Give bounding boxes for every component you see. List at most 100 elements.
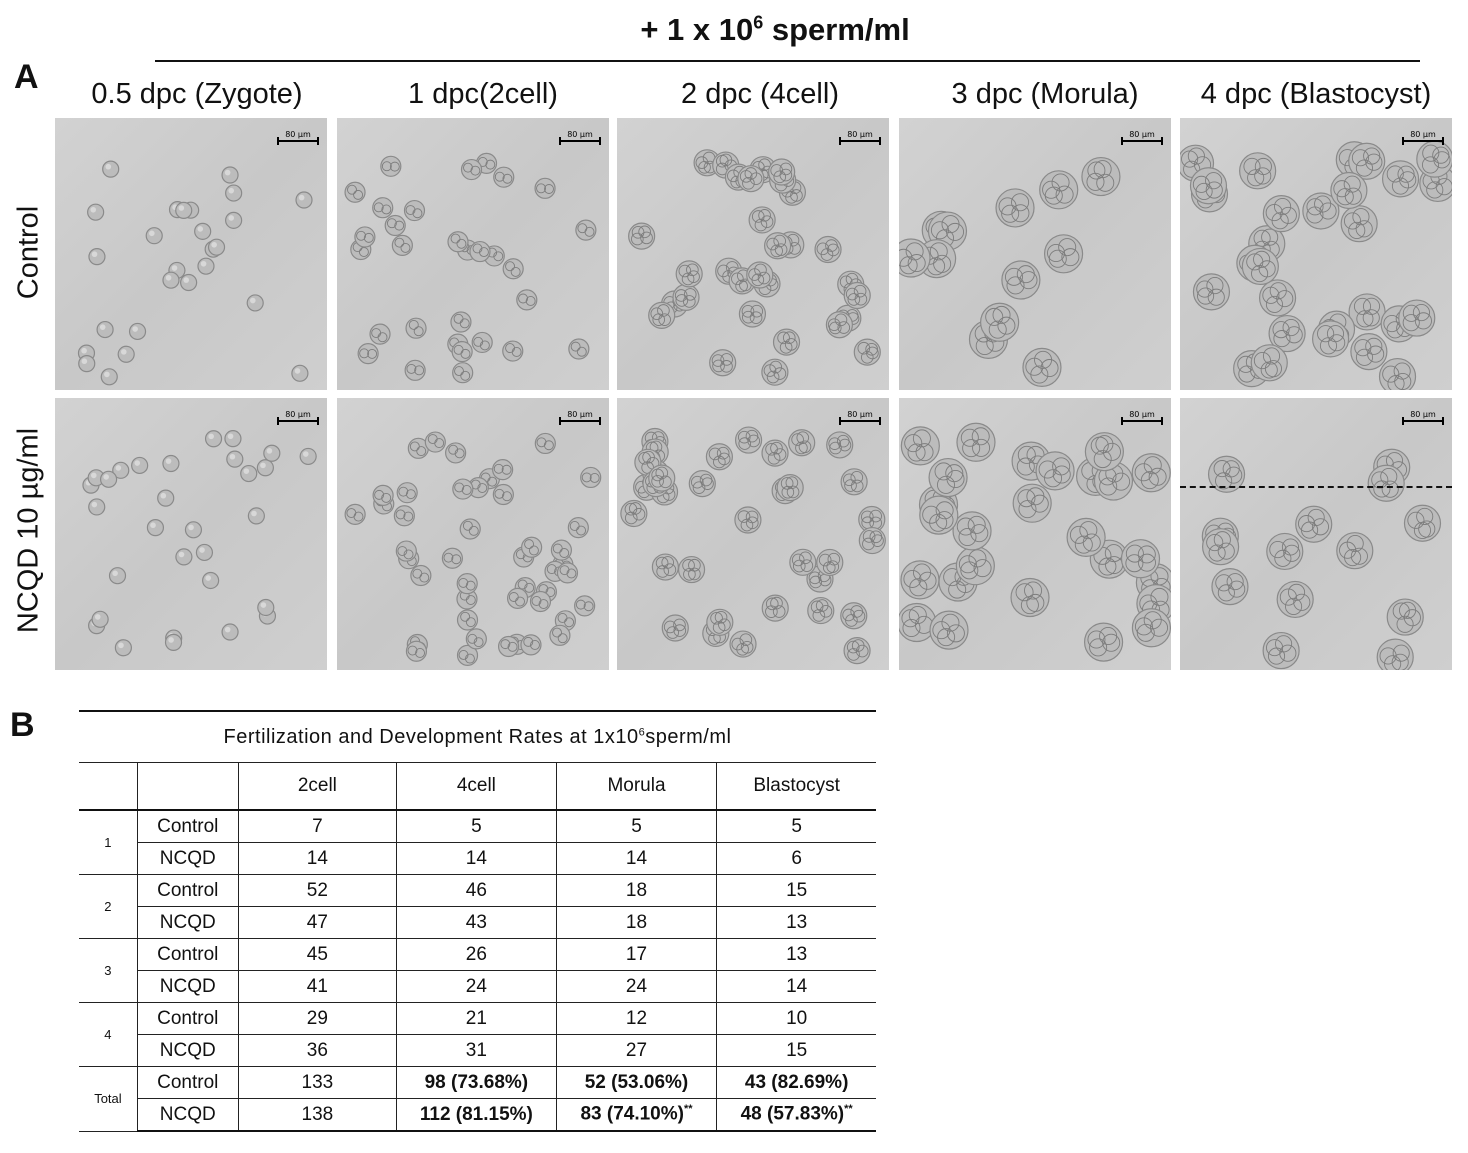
embryo — [1001, 260, 1041, 300]
embryo-cluster — [77, 160, 313, 386]
embryo — [521, 536, 543, 558]
embryo — [194, 222, 212, 240]
embryo — [1081, 156, 1121, 197]
embryo-cluster — [899, 422, 1171, 662]
embryo — [372, 484, 394, 506]
embryo — [1381, 160, 1420, 198]
embryo — [1268, 314, 1306, 353]
scale-bar: 80 µm — [1402, 130, 1444, 145]
embryo — [900, 560, 940, 600]
table-cell: 52 — [237, 874, 398, 907]
embryo — [257, 598, 275, 617]
table-cell: 21 — [396, 1002, 557, 1035]
embryo — [706, 608, 734, 636]
embryo — [549, 624, 571, 646]
column-header-4cell: 4cell — [396, 762, 557, 811]
embryo — [396, 482, 418, 504]
embryo — [175, 548, 193, 566]
embryo — [826, 431, 854, 459]
scale-bar: 80 µm — [559, 130, 601, 145]
group-name: NCQD — [137, 842, 239, 875]
embryo — [1367, 464, 1405, 502]
embryo — [369, 323, 391, 345]
table-cell: 133 — [237, 1066, 398, 1099]
cell-value: 43 (82.69%) — [744, 1071, 849, 1093]
embryo — [899, 238, 931, 278]
embryo — [853, 338, 881, 366]
scale-bar: 80 µm — [1121, 130, 1163, 145]
table-cell: 45 — [237, 938, 398, 971]
embryo — [162, 271, 180, 289]
embryo — [441, 547, 463, 569]
replicate-label: 2 — [79, 874, 138, 939]
embryo — [357, 342, 379, 365]
table-row: NCQD 41 24 24 14 — [79, 970, 876, 1003]
embryo — [226, 450, 244, 468]
micrograph-control-4cell: 80 µm — [617, 118, 889, 390]
embryo — [407, 437, 429, 459]
embryo — [705, 443, 733, 471]
scale-bar-line — [277, 417, 319, 425]
embryo — [114, 639, 132, 657]
embryo — [768, 158, 796, 186]
embryo — [1120, 539, 1161, 579]
embryo — [761, 358, 789, 386]
table-cell: 46 — [396, 874, 557, 907]
group-name: Control — [136, 874, 239, 907]
embryo — [195, 543, 214, 562]
scale-bar-label: 80 µm — [847, 410, 873, 419]
embryo — [1083, 622, 1124, 662]
embryo — [1403, 504, 1442, 542]
table-cell: 5 — [555, 809, 718, 843]
embryo — [295, 191, 313, 209]
scale-bar-line — [1121, 137, 1163, 145]
embryo — [184, 521, 203, 539]
significance-mark: ** — [683, 1103, 693, 1116]
embryo — [1336, 532, 1374, 570]
embryo — [88, 248, 106, 266]
micrograph-ncqd-4cell: 80 µm — [617, 398, 889, 670]
scale-bar-label: 80 µm — [1129, 130, 1155, 139]
embryo — [247, 507, 265, 525]
embryo — [825, 311, 853, 339]
embryo — [788, 429, 816, 457]
embryo — [843, 636, 871, 665]
embryo — [492, 459, 514, 481]
embryo-cluster — [1180, 140, 1452, 390]
embryo — [746, 261, 774, 289]
embryo — [180, 273, 198, 292]
column-label-4cell: 2 dpc (4cell) — [681, 78, 839, 110]
embryo — [1039, 170, 1079, 210]
table-row: NCQD 47 43 18 13 — [79, 906, 876, 939]
embryo — [1311, 320, 1350, 358]
scale-bar-label: 80 µm — [847, 130, 873, 139]
table-cell: 138 — [237, 1098, 398, 1132]
table-cell: 15 — [716, 874, 876, 907]
embryo — [1211, 568, 1249, 606]
table-cell: 13 — [716, 938, 876, 971]
table-cell: 24 — [396, 970, 557, 1003]
embryo — [761, 594, 789, 622]
embryo — [928, 457, 968, 498]
scale-bar: 80 µm — [277, 410, 319, 425]
embryo — [574, 595, 596, 617]
table-cell: 43 — [396, 906, 557, 939]
embryo — [146, 519, 165, 537]
scale-bar-label: 80 µm — [567, 410, 593, 419]
embryo — [380, 155, 402, 177]
group-name: Control — [136, 1002, 239, 1035]
embryo — [1376, 638, 1414, 670]
embryo — [450, 311, 472, 333]
scale-bar: 80 µm — [839, 410, 881, 425]
table-cell: 36 — [237, 1034, 398, 1067]
embryo — [1012, 483, 1052, 523]
embryo — [263, 444, 281, 462]
embryo — [384, 214, 406, 237]
embryo — [1258, 279, 1297, 317]
table-cell: 5 — [716, 809, 876, 843]
embryo — [88, 498, 106, 516]
table-cell: 18 — [555, 906, 718, 939]
scale-bar-line — [1402, 417, 1444, 425]
micrograph-ncqd-blastocyst: 80 µm — [1180, 398, 1452, 670]
embryo — [112, 461, 130, 479]
